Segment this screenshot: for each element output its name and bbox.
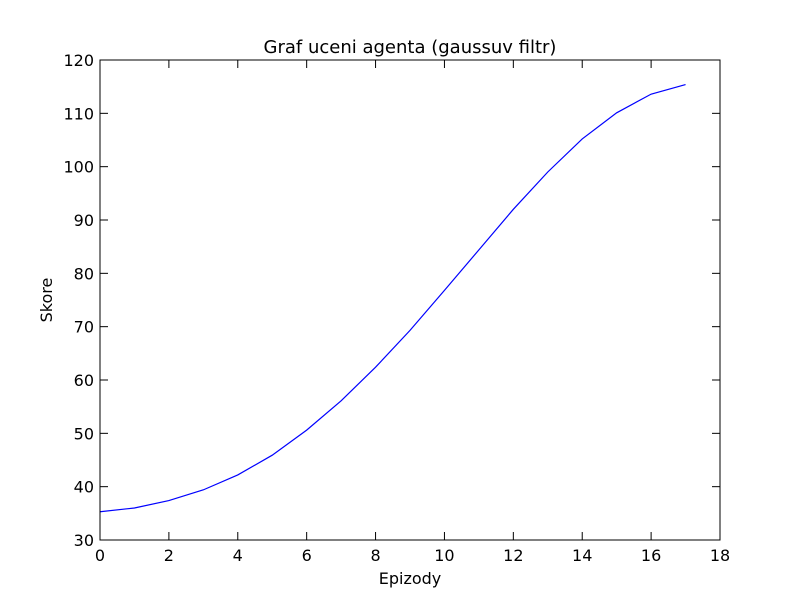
x-axis-label: Epizody	[379, 569, 442, 588]
x-tick-label: 6	[302, 546, 312, 565]
y-tick-label: 80	[74, 264, 94, 283]
x-tick-label: 14	[572, 546, 592, 565]
chart-title: Graf uceni agenta (gaussuv filtr)	[264, 37, 557, 58]
x-tick-label: 18	[710, 546, 730, 565]
x-tick-label: 2	[164, 546, 174, 565]
series-layer	[99, 83, 686, 513]
y-tick-label: 70	[74, 318, 94, 337]
x-tick-label: 4	[233, 546, 243, 565]
y-tick-label: 120	[63, 51, 94, 70]
x-tick-label: 0	[95, 546, 105, 565]
series-line	[99, 83, 686, 513]
y-tick-label: 50	[74, 424, 94, 443]
y-tick-label: 60	[74, 371, 94, 390]
y-tick-label: 110	[63, 104, 94, 123]
y-tick-label: 100	[63, 158, 94, 177]
x-tick-label: 10	[434, 546, 454, 565]
y-tick-label: 40	[74, 478, 94, 497]
y-tick-label: 90	[74, 211, 94, 230]
x-tick-label: 8	[370, 546, 380, 565]
y-axis-label: Skore	[37, 278, 56, 323]
y-tick-label: 30	[74, 531, 94, 550]
x-tick-label: 16	[641, 546, 661, 565]
plot-frame	[99, 59, 721, 541]
plot-area	[100, 60, 720, 540]
x-tick-label: 12	[503, 546, 523, 565]
ticks-layer: 0 2 4 6 8 10 12 14 16 18 30 40 50 60 70 80 90 100 110 120	[63, 51, 730, 565]
